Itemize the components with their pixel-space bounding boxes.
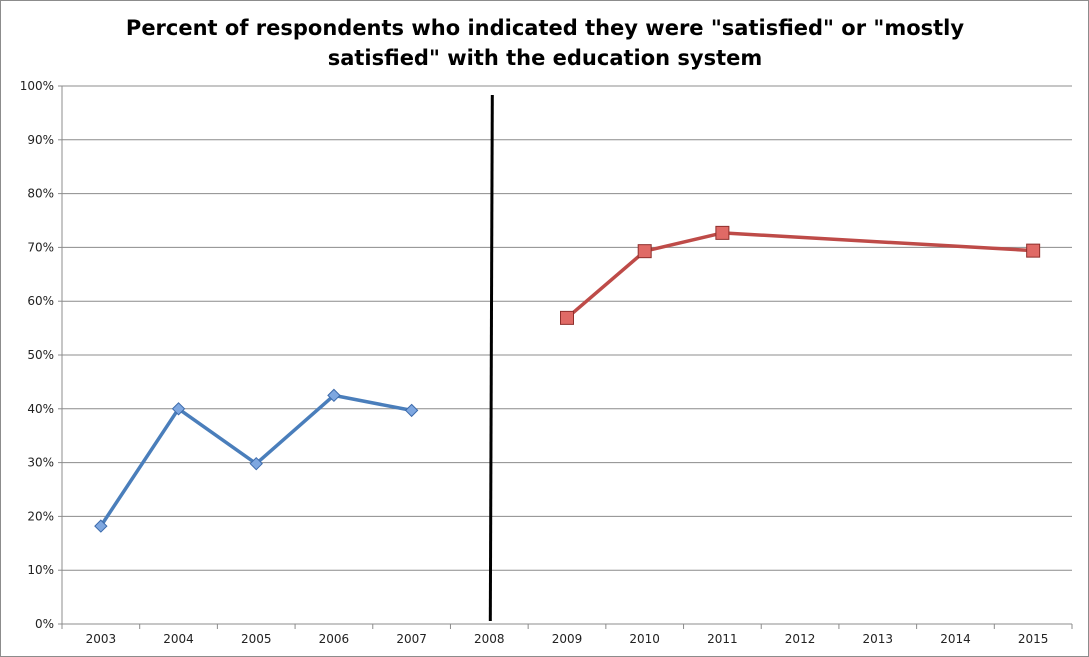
data-point-2007 xyxy=(404,403,419,418)
series-1 xyxy=(94,388,419,533)
data-point-2003 xyxy=(94,519,108,533)
x-tick-label: 2003 xyxy=(86,632,117,646)
gridlines xyxy=(62,85,1072,571)
divider xyxy=(488,94,494,622)
y-tick-label: 30% xyxy=(27,456,54,470)
data-point-2006 xyxy=(327,388,341,403)
x-tick-label: 2006 xyxy=(319,632,350,646)
series-2 xyxy=(560,225,1041,325)
chart-title-line-1: Percent of respondents who indicated the… xyxy=(126,16,964,40)
x-tick-label: 2014 xyxy=(940,632,971,646)
data-point-2009 xyxy=(560,310,574,325)
data-point-2005 xyxy=(249,456,263,471)
data-point-2011 xyxy=(715,225,730,240)
y-tick-label: 90% xyxy=(27,133,54,147)
y-tick-label: 40% xyxy=(27,402,54,416)
x-tick-label: 2007 xyxy=(396,632,427,646)
y-tick-label: 80% xyxy=(27,187,54,201)
data-point-2010 xyxy=(637,244,652,259)
x-tick-label: 2010 xyxy=(629,632,660,646)
x-tick-label: 2008 xyxy=(474,632,505,646)
y-tick-label: 10% xyxy=(27,563,54,577)
series-group xyxy=(94,225,1041,533)
x-tick-label: 2005 xyxy=(241,632,272,646)
y-tick-label: 50% xyxy=(27,348,54,362)
chart-title-line-2: satisfied" with the education system xyxy=(328,46,763,70)
x-tick-label: 2011 xyxy=(707,632,738,646)
y-tick-label: 100% xyxy=(20,79,54,93)
y-tick-label: 0% xyxy=(35,617,54,631)
x-tick-label: 2012 xyxy=(785,632,816,646)
series-2-line xyxy=(565,231,1034,320)
y-tick-label: 60% xyxy=(27,294,54,308)
axes: 0% 10% 20% 30% 40% 50% 60% 70% 80% 90% 100% 2003 200… xyxy=(20,79,1073,646)
data-point-2015 xyxy=(1026,243,1041,258)
x-tick-label: 2009 xyxy=(552,632,583,646)
x-tick-label: 2015 xyxy=(1018,632,1049,646)
y-tick-label: 70% xyxy=(27,240,54,254)
x-tick-label: 2013 xyxy=(862,632,893,646)
divider-line-2008 xyxy=(488,94,494,622)
data-point-2004 xyxy=(171,402,186,416)
y-tick-label: 20% xyxy=(27,509,54,523)
x-tick-label: 2004 xyxy=(163,632,194,646)
